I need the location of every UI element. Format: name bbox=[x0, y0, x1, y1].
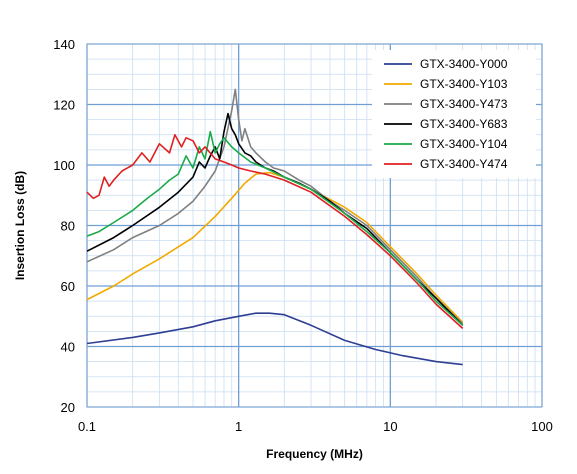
legend-label: GTX-3400-Y104 bbox=[420, 137, 508, 151]
legend-label: GTX-3400-Y000 bbox=[420, 57, 508, 71]
x-tick-label: 100 bbox=[531, 419, 553, 434]
x-axis-title: Frequency (MHz) bbox=[266, 447, 363, 461]
y-tick-label: 80 bbox=[61, 219, 75, 234]
legend-label: GTX-3400-Y103 bbox=[420, 77, 508, 91]
y-tick-label: 120 bbox=[53, 98, 75, 113]
y-tick-label: 20 bbox=[61, 400, 75, 415]
series-line-gtx-3400-y473 bbox=[86, 88, 464, 325]
y-tick-label: 40 bbox=[61, 340, 75, 355]
y-axis-title: Insertion Loss (dB) bbox=[13, 171, 27, 280]
legend-label: GTX-3400-Y473 bbox=[420, 97, 508, 111]
x-axis-tick-labels: 0.1 1 10 100 bbox=[78, 419, 553, 434]
x-tick-label: 10 bbox=[383, 419, 397, 434]
y-axis-tick-labels: 20 40 60 80 100 120 140 bbox=[53, 37, 75, 415]
x-tick-label: 0.1 bbox=[78, 419, 96, 434]
legend-label: GTX-3400-Y683 bbox=[420, 117, 508, 131]
legend: GTX-3400-Y000 GTX-3400-Y103 GTX-3400-Y473 G… bbox=[372, 50, 536, 178]
x-tick-label: 1 bbox=[235, 419, 242, 434]
series-line-gtx-3400-y474 bbox=[86, 134, 464, 329]
y-tick-label: 140 bbox=[53, 37, 75, 52]
series-line-gtx-3400-y000 bbox=[86, 312, 463, 366]
y-tick-label: 100 bbox=[53, 158, 75, 173]
legend-background bbox=[372, 50, 536, 178]
plot-frame bbox=[86, 43, 543, 408]
series-line-gtx-3400-y104 bbox=[86, 130, 464, 326]
series-lines bbox=[86, 88, 464, 366]
legend-label: GTX-3400-Y474 bbox=[420, 157, 508, 171]
y-tick-label: 60 bbox=[61, 279, 75, 294]
